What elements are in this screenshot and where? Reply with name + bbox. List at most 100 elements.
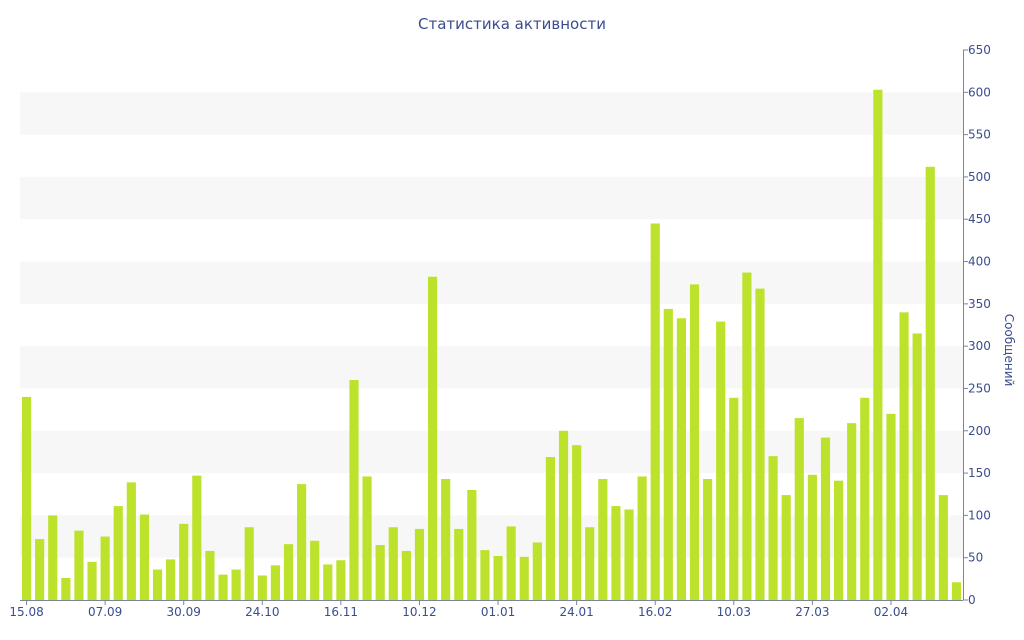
bar <box>21 396 32 600</box>
bar <box>519 556 529 600</box>
bar <box>336 560 346 600</box>
bar <box>283 544 294 600</box>
y-tick-label: 250 <box>968 381 991 395</box>
bar <box>126 482 136 600</box>
y-tick-label: 500 <box>968 170 991 184</box>
bar <box>532 542 542 600</box>
y-tick-label: 400 <box>968 255 991 269</box>
bar <box>912 333 922 600</box>
grid-band <box>20 430 963 474</box>
bar <box>493 556 503 600</box>
bar <box>192 475 202 600</box>
y-axis-title: Сообщений <box>1002 314 1016 387</box>
bar <box>152 569 163 600</box>
bar <box>650 223 660 600</box>
bar <box>139 514 150 600</box>
bar <box>703 479 713 600</box>
grid-band <box>20 261 963 304</box>
y-tick-label: 600 <box>968 85 991 99</box>
bar <box>794 418 804 600</box>
bar <box>231 569 241 600</box>
bar <box>179 523 189 600</box>
bar <box>467 490 477 600</box>
x-tick-label: 15.08 <box>9 605 43 619</box>
bar <box>441 479 451 600</box>
grid-band <box>20 176 963 220</box>
grid-band <box>20 92 963 135</box>
y-tick-label: 50 <box>968 551 983 565</box>
bar <box>113 506 123 600</box>
y-tick-label: 200 <box>968 424 991 438</box>
bar <box>375 545 385 600</box>
bar <box>87 561 97 600</box>
x-tick-label: 16.11 <box>324 605 358 619</box>
y-tick-label: 450 <box>968 212 991 226</box>
bar <box>807 474 817 600</box>
bar <box>729 397 739 600</box>
x-tick-label: 01.01 <box>481 605 515 619</box>
y-tick-label: 100 <box>968 508 991 522</box>
bar <box>768 456 778 600</box>
x-tick-label: 30.09 <box>167 605 201 619</box>
bar <box>480 550 490 600</box>
y-tick-label: 300 <box>968 339 991 353</box>
bar <box>218 574 228 600</box>
y-tick-label: 150 <box>968 466 991 480</box>
y-tick-label: 650 <box>968 43 991 57</box>
bar <box>925 166 935 600</box>
bar <box>624 509 634 600</box>
bar <box>951 582 962 600</box>
y-tick-label: 550 <box>968 128 991 142</box>
bar <box>362 476 372 600</box>
bar <box>899 312 909 600</box>
bar <box>48 515 58 600</box>
bar <box>270 565 280 600</box>
bar <box>742 272 752 600</box>
bar <box>833 480 844 600</box>
bar <box>414 528 425 600</box>
chart-title: Статистика активности <box>418 15 606 33</box>
bar <box>611 506 621 600</box>
bar <box>74 530 84 600</box>
x-tick-label: 24.10 <box>245 605 279 619</box>
bar <box>598 479 608 600</box>
bar <box>506 526 516 600</box>
bar <box>244 527 254 600</box>
x-tick-label: 10.03 <box>717 605 751 619</box>
x-tick-label: 02.04 <box>874 605 908 619</box>
bar <box>847 423 857 600</box>
bar <box>585 527 595 600</box>
bar <box>676 318 686 600</box>
bar <box>310 540 320 600</box>
y-tick-label: 0 <box>968 593 976 607</box>
x-tick-label: 16.02 <box>638 605 672 619</box>
grid-band <box>20 346 963 389</box>
x-tick-label: 07.09 <box>88 605 122 619</box>
bar <box>637 476 647 600</box>
bar <box>689 284 700 600</box>
bar <box>781 495 791 600</box>
y-tick-label: 350 <box>968 297 991 311</box>
bar <box>205 550 215 600</box>
bar <box>323 564 333 600</box>
bar <box>401 550 411 600</box>
bar <box>572 445 582 600</box>
bar <box>100 536 110 600</box>
x-tick-label: 10.12 <box>402 605 436 619</box>
x-tick-label: 27.03 <box>795 605 829 619</box>
x-tick-label: 24.01 <box>559 605 593 619</box>
bar <box>427 276 438 600</box>
bar <box>755 288 765 600</box>
bar <box>558 430 569 600</box>
bar <box>716 321 726 600</box>
bar <box>886 413 896 600</box>
bar <box>61 578 71 600</box>
bar <box>663 308 673 600</box>
bar <box>545 457 556 600</box>
bar <box>938 495 948 600</box>
bar <box>820 437 831 600</box>
bar <box>349 380 359 600</box>
bar <box>388 527 398 600</box>
